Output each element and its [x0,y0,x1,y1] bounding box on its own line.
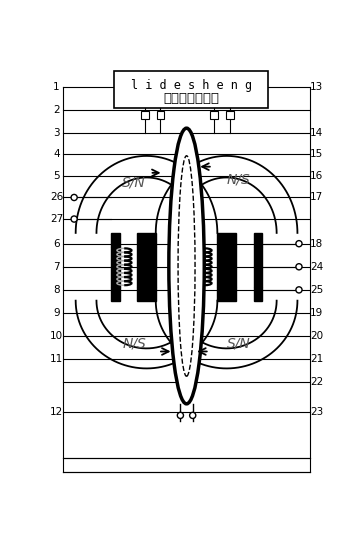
Circle shape [190,412,196,418]
Bar [141,111,149,119]
Polygon shape [174,247,182,287]
Text: 27: 27 [50,214,63,224]
Text: N/S: N/S [227,172,251,186]
Polygon shape [111,287,119,301]
Text: 22: 22 [310,377,323,388]
Polygon shape [174,287,182,301]
Text: 18: 18 [310,238,323,249]
Text: 23: 23 [310,406,323,417]
Text: 19: 19 [310,308,323,318]
Text: 14: 14 [310,128,323,138]
Bar [157,111,164,119]
Polygon shape [191,247,199,287]
Text: 2: 2 [53,105,60,115]
Polygon shape [191,287,199,301]
Circle shape [296,287,302,293]
Polygon shape [111,233,119,247]
Text: 20: 20 [310,331,323,341]
Polygon shape [137,247,156,287]
Polygon shape [217,287,236,301]
Text: 25: 25 [310,285,323,295]
Text: 21: 21 [310,354,323,364]
Polygon shape [111,247,119,287]
Ellipse shape [169,128,204,404]
Text: S/N: S/N [122,175,146,189]
Bar [210,111,218,119]
Circle shape [296,241,302,247]
Text: 24: 24 [310,262,323,272]
Polygon shape [217,247,236,287]
Text: 5: 5 [53,171,60,181]
Polygon shape [254,247,262,287]
Text: 12: 12 [50,406,63,417]
Text: 4: 4 [53,150,60,159]
Text: 26: 26 [50,192,63,203]
Circle shape [296,264,302,270]
Text: 8: 8 [53,285,60,295]
Polygon shape [254,287,262,301]
Circle shape [71,216,77,222]
Text: 15: 15 [310,150,323,159]
Polygon shape [217,233,236,247]
Polygon shape [254,233,262,247]
Bar [226,111,234,119]
Text: 3: 3 [53,128,60,138]
Text: 6: 6 [53,238,60,249]
Text: 17: 17 [310,192,323,203]
Text: 活性磁控制系统: 活性磁控制系统 [163,93,219,106]
Text: 16: 16 [310,171,323,181]
Text: l i d e s h e n g: l i d e s h e n g [131,79,252,92]
Polygon shape [174,233,182,247]
Text: 1: 1 [53,82,60,92]
Text: 7: 7 [53,262,60,272]
Ellipse shape [178,156,195,376]
Text: S/N: S/N [227,337,251,351]
Bar [114,71,268,108]
Text: 11: 11 [50,354,63,364]
Text: 13: 13 [310,82,323,92]
Text: N/S: N/S [122,337,146,351]
Text: 9: 9 [53,308,60,318]
Circle shape [177,412,183,418]
Polygon shape [137,287,156,301]
Polygon shape [191,233,199,247]
Polygon shape [137,233,156,247]
Circle shape [71,195,77,201]
Text: 10: 10 [50,331,63,341]
